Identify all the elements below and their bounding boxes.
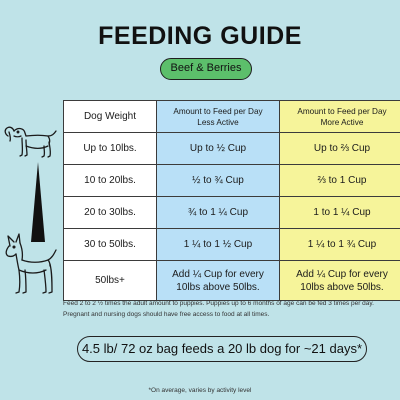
more-active-cell: Add ¼ Cup for every 10lbs above 50lbs. xyxy=(279,260,400,301)
weight-cell: 20 to 30lbs. xyxy=(63,196,157,229)
header-more-active: Amount to Feed per Day More Active xyxy=(279,100,400,133)
more-active-line2: 10lbs above 50lbs. xyxy=(300,281,384,293)
average-note: *On average, varies by activity level xyxy=(148,387,252,394)
less-active-cell: ½ to ¾ Cup xyxy=(156,164,280,197)
table-row: 50lbs+ Add ¼ Cup for every 10lbs above 5… xyxy=(63,260,400,301)
more-active-cell: 1 ¼ to 1 ¾ Cup xyxy=(279,228,400,261)
header-less-active: Amount to Feed per Day Less Active xyxy=(156,100,280,133)
header-more-line1: Amount to Feed per Day xyxy=(297,106,387,116)
weight-cell: Up to 10lbs. xyxy=(63,132,157,165)
puppy-footnote: Feed 2 to 2 ½ times the adult amount to … xyxy=(63,300,374,318)
table-row: 30 to 50lbs. 1 ¼ to 1 ½ Cup 1 ¼ to 1 ¾ C… xyxy=(63,228,400,261)
weight-cell: 50lbs+ xyxy=(63,260,157,301)
size-scale-icon xyxy=(31,162,45,242)
more-active-cell: Up to ⅔ Cup xyxy=(279,132,400,165)
less-active-line1: Add ¼ Cup for every xyxy=(172,268,264,280)
large-dog-icon xyxy=(5,233,57,294)
less-active-cell: 1 ¼ to 1 ½ Cup xyxy=(156,228,280,261)
table-row: 10 to 20lbs. ½ to ¾ Cup ⅔ to 1 Cup xyxy=(63,164,400,197)
weight-cell: 30 to 50lbs. xyxy=(63,228,157,261)
less-active-cell: ¾ to 1 ¼ Cup xyxy=(156,196,280,229)
page-title: FEEDING GUIDE xyxy=(98,22,302,50)
header-less-line2: Less Active xyxy=(197,117,239,127)
table-row: 20 to 30lbs. ¾ to 1 ¼ Cup 1 to 1 ¼ Cup xyxy=(63,196,400,229)
more-active-line1: Add ¼ Cup for every xyxy=(296,268,388,280)
weight-cell: 10 to 20lbs. xyxy=(63,164,157,197)
more-active-cell: ⅔ to 1 Cup xyxy=(279,164,400,197)
table-row: Up to 10lbs. Up to ½ Cup Up to ⅔ Cup xyxy=(63,132,400,165)
header-more-line2: More Active xyxy=(320,117,364,127)
more-active-cell: 1 to 1 ¼ Cup xyxy=(279,196,400,229)
bag-note: 4.5 lb/ 72 oz bag feeds a 20 lb dog for … xyxy=(77,336,367,362)
header-less-line1: Amount to Feed per Day xyxy=(173,106,263,116)
less-active-line2: 10lbs above 50lbs. xyxy=(176,281,260,293)
less-active-cell: Up to ½ Cup xyxy=(156,132,280,165)
less-active-cell: Add ¼ Cup for every 10lbs above 50lbs. xyxy=(156,260,280,301)
flavor-badge: Beef & Berries xyxy=(160,58,252,80)
table-header-row: Dog Weight Amount to Feed per Day Less A… xyxy=(63,100,400,133)
header-dog-weight: Dog Weight xyxy=(63,100,157,133)
feeding-table: Dog Weight Amount to Feed per Day Less A… xyxy=(63,100,400,301)
small-dog-icon xyxy=(4,126,57,158)
